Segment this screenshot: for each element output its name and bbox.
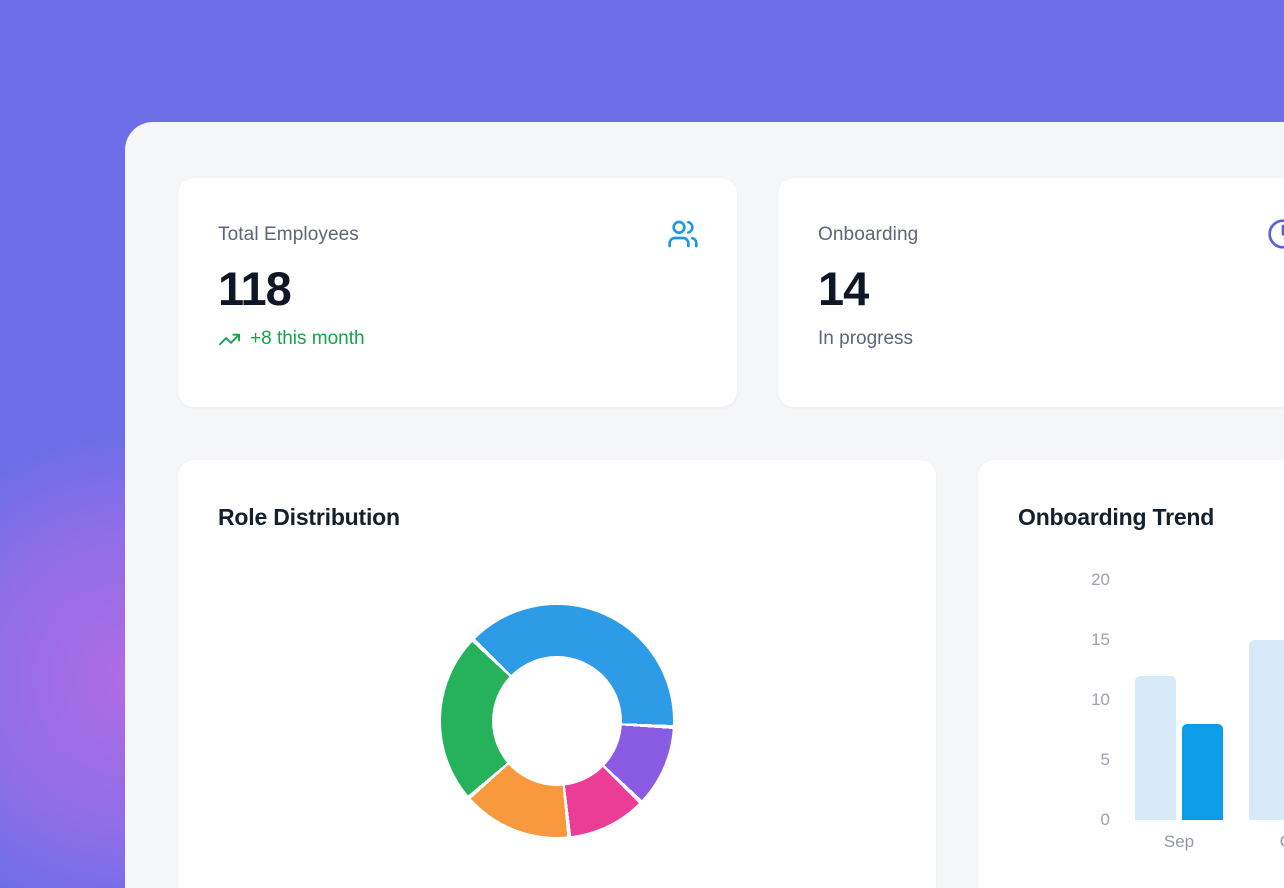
donut-hole: [492, 656, 622, 786]
stat-card-header: Total Employees: [218, 220, 699, 250]
y-axis-tick-label: 0: [1100, 810, 1110, 829]
y-axis-tick-label: 5: [1100, 750, 1110, 769]
onboarding-trend-card: Onboarding Trend 20 15 10 5 0 Sep Oct: [978, 460, 1284, 888]
bar: [1135, 676, 1176, 820]
role-distribution-donut-chart: [441, 605, 673, 837]
stat-card-total-employees: Total Employees 118 +8 this month: [178, 178, 737, 407]
bar: [1182, 724, 1223, 820]
stat-label: Total Employees: [218, 224, 359, 245]
y-axis-tick-label: 20: [1091, 570, 1110, 589]
trending-up-icon: [218, 328, 241, 351]
stat-delta-text: +8 this month: [250, 328, 365, 350]
stat-delta-row: +8 this month: [218, 328, 699, 351]
stat-label: Onboarding: [818, 224, 919, 245]
x-axis-label: Oct: [1253, 832, 1284, 852]
stat-card-header: Onboarding: [818, 219, 1284, 250]
card-title: Onboarding Trend: [1018, 504, 1215, 530]
y-axis-tick-label: 15: [1091, 630, 1110, 649]
stat-subtext: In progress: [818, 328, 1284, 350]
y-axis-tick-label: 10: [1091, 690, 1110, 709]
stat-subtext-label: In progress: [818, 327, 914, 349]
x-axis-label: Sep: [1163, 832, 1195, 851]
users-icon: [667, 218, 699, 250]
clock-icon: [1267, 218, 1284, 250]
stat-card-onboarding: Onboarding 14 In progress: [778, 178, 1284, 407]
card-title: Role Distribution: [218, 504, 400, 530]
bar: [1249, 640, 1284, 820]
onboarding-trend-bar-chart: 20 15 10 5 0 Sep Oct: [978, 460, 1284, 888]
stat-value: 118: [218, 262, 292, 315]
stat-value: 14: [818, 262, 869, 315]
dashboard-panel: Total Employees 118 +8 this month: [125, 122, 1284, 888]
role-distribution-card: Role Distribution: [178, 460, 936, 888]
